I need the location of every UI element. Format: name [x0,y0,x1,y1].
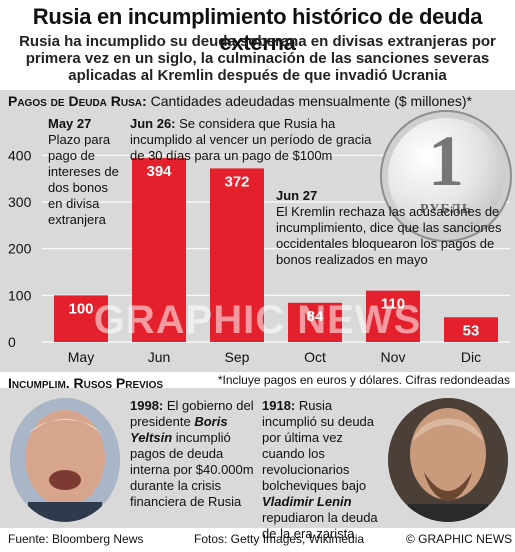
x-tick-label: Nov [381,349,406,365]
x-tick-label: Oct [304,349,326,365]
bar [444,317,498,342]
annotation-may27-text: Plazo para pago de intereses de dos bono… [48,132,119,227]
annotation-jun27-date: Jun 27 [276,188,318,203]
label-layer: 0 100 200 300 400 100 May 394 Jun 372 Sep 84 Oct 110 N… [8,147,481,365]
bar-layer [54,158,498,342]
copyright: © GRAPHIC NEWS [406,532,513,546]
previous-defaults-heading-label: Incumplim. Rusos Previos [8,375,164,391]
source-note: Fuente: Bloomberg News [8,532,144,546]
x-tick-label: Jun [148,349,171,365]
event-1918: 1918: Rusia incumplió su deuda por últim… [262,398,386,542]
event-1998-year: 1998: [130,398,164,413]
lenin-portrait-illustration [388,398,508,522]
page-subtitle: Rusia ha incumplido su deuda soberana en… [19,33,496,84]
bar [132,158,186,342]
annotation-may27: May 27 Plazo para pago de intereses de d… [48,116,120,228]
bar [288,302,342,342]
annotation-jun26-text: Se considera que Rusia ha incumplido al … [130,116,372,163]
ruble-coin-image: 1 РУБЛЬ [380,110,512,242]
bar-value-label: 394 [146,163,172,180]
bar-value-label: 53 [463,322,480,339]
chart-footnote: *Incluye pagos en euros y dólares. Cifra… [217,373,510,387]
event-1998: 1998: El gobierno del presidente Boris Y… [130,398,265,510]
bar [366,290,420,342]
coin-word: РУБЛЬ [419,202,473,217]
event-1998-name: Boris Yeltsin [130,414,228,445]
event-1998-text-b: incumplió pagos de deuda interna por $40… [130,430,254,509]
y-tick-label: 200 [8,241,32,257]
chart-heading-description: Cantidades adeudadas mensualmente ($ mil… [150,93,472,109]
coin-numeral: 1 [428,121,464,201]
event-1918-text-a: Rusia incumplió su deuda por última vez … [262,398,375,493]
annotation-jun26: Jun 26: Se considera que Rusia ha incump… [130,116,375,164]
chart-heading-label: Pagos de Deuda Rusa: [8,93,147,109]
x-tick-label: Dic [461,349,481,365]
yeltsin-portrait-illustration [10,398,120,522]
y-tick-label: 0 [8,334,16,350]
event-1918-year: 1918: [262,398,296,413]
annotation-jun27: Jun 27 El Kremlin rechaza las acusacione… [276,188,512,268]
bar-value-label: 110 [381,296,405,313]
yeltsin-photo [10,398,120,522]
bar-value-label: 372 [224,173,249,190]
y-tick-label: 400 [8,147,32,163]
bar [210,168,264,342]
page-title: Rusia en incumplimiento histórico de deu… [32,4,483,55]
bar-value-label: 84 [307,308,324,325]
event-1998-text-a: El gobierno del presidente [130,398,254,429]
watermark: GRAPHIC NEWS [93,298,422,342]
y-tick-label: 300 [8,194,32,210]
annotation-jun27-text: El Kremlin rechaza las acusaciones de in… [276,204,502,267]
photo-credits: Fotos: Getty Images, Wikimedia [194,532,365,546]
chart-heading: Pagos de Deuda Rusa: Cantidades adeudada… [8,93,472,109]
bar [54,295,108,342]
x-tick-label: Sep [225,349,250,365]
annotation-jun26-date: Jun 26: [130,116,176,131]
event-1918-text-b: repudiaron la deuda de la era zarista [262,510,378,541]
annotation-may27-date: May 27 [48,116,92,131]
bar-value-label: 100 [68,300,93,317]
event-1918-name: Vladimir Lenin [262,494,352,509]
x-tick-label: May [68,349,94,365]
y-tick-label: 100 [8,287,32,303]
previous-defaults-heading: Incumplim. Rusos Previos [8,375,163,391]
lenin-photo [388,398,508,522]
